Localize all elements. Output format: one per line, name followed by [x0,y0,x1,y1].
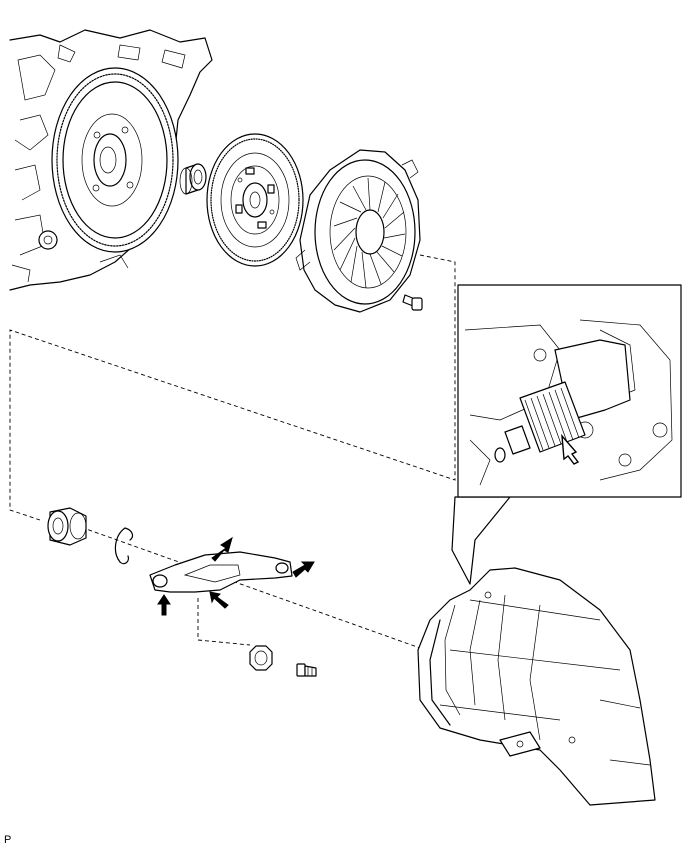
flywheel-icon [51,67,179,253]
clutch-cover-icon [295,149,421,313]
engine-block-icon [9,29,213,291]
pivot-stud-icon [296,663,317,677]
clip-icon [114,527,134,565]
pilot-bearing-icon [179,163,207,195]
bolt-icon [402,294,423,311]
fork-boot-icon [249,645,273,671]
figure-caption: P [4,834,12,846]
release-fork-icon [149,551,293,593]
release-bearing-icon [47,507,87,546]
input-shaft-detail-icon [451,284,682,585]
clutch-disc-icon [206,133,304,267]
transmission-housing-icon [417,567,656,806]
assembly-lines [9,254,456,649]
arrow-icon [157,536,315,616]
